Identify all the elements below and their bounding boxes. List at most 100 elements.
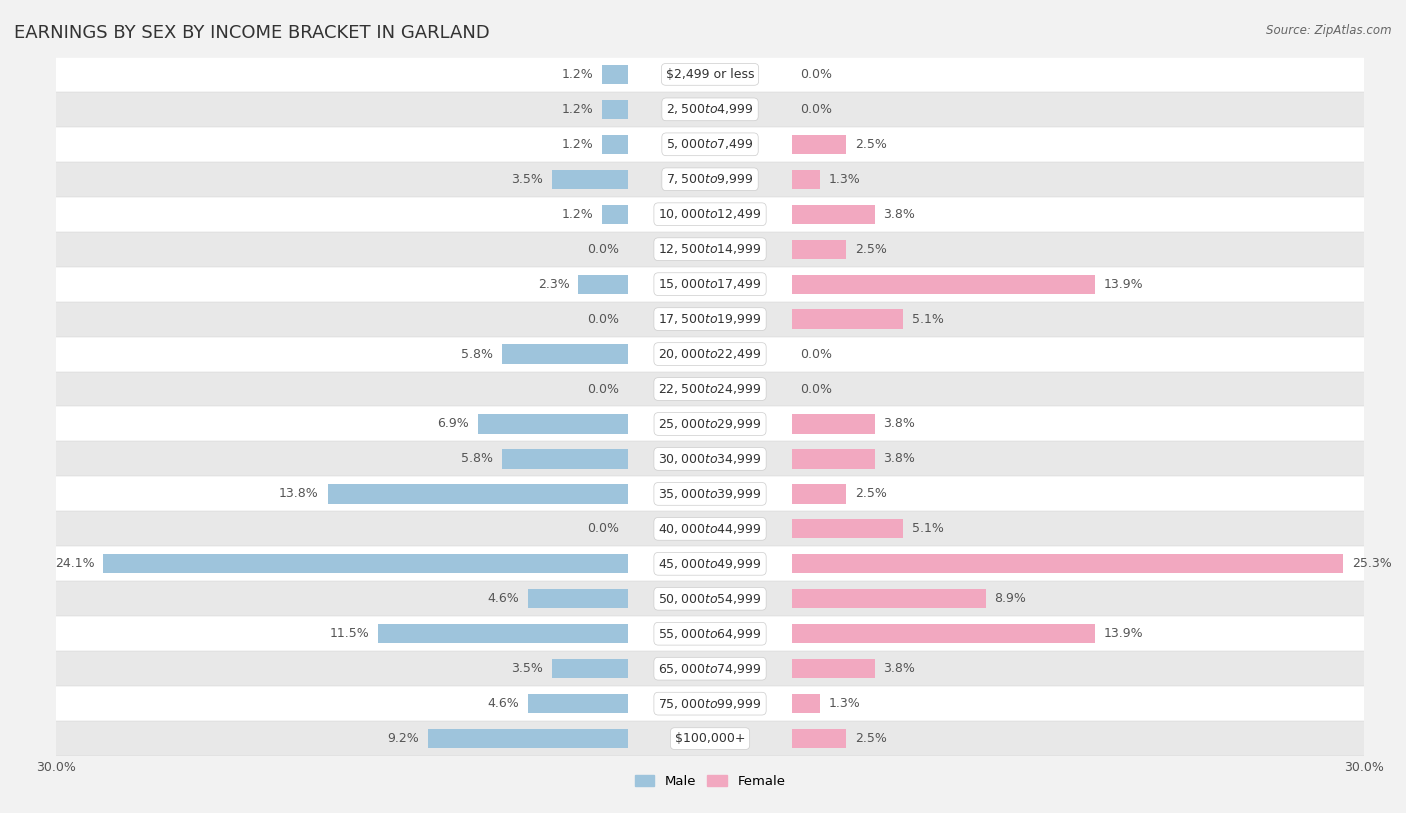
Text: $10,000 to $12,499: $10,000 to $12,499 xyxy=(658,207,762,221)
Text: 2.3%: 2.3% xyxy=(537,278,569,290)
Bar xyxy=(56,232,1364,267)
Bar xyxy=(56,721,1364,756)
Text: 0.0%: 0.0% xyxy=(800,348,832,360)
Bar xyxy=(792,624,1095,643)
Bar xyxy=(56,267,1364,302)
Bar xyxy=(792,694,820,713)
Text: $15,000 to $17,499: $15,000 to $17,499 xyxy=(658,277,762,291)
Text: $30,000 to $34,999: $30,000 to $34,999 xyxy=(658,452,762,466)
Bar xyxy=(56,581,1364,616)
Bar xyxy=(103,554,628,573)
Text: 9.2%: 9.2% xyxy=(387,733,419,745)
Text: 0.0%: 0.0% xyxy=(800,103,832,115)
Text: 4.6%: 4.6% xyxy=(488,593,519,605)
Bar xyxy=(602,100,628,119)
Bar xyxy=(56,372,1364,406)
Bar xyxy=(56,127,1364,162)
Text: $75,000 to $99,999: $75,000 to $99,999 xyxy=(658,697,762,711)
Text: 1.2%: 1.2% xyxy=(561,208,593,220)
Text: $20,000 to $22,499: $20,000 to $22,499 xyxy=(658,347,762,361)
Text: 5.1%: 5.1% xyxy=(911,523,943,535)
Text: 0.0%: 0.0% xyxy=(588,383,620,395)
Text: 0.0%: 0.0% xyxy=(588,313,620,325)
Bar xyxy=(529,589,628,608)
Bar xyxy=(792,485,846,503)
Bar xyxy=(792,520,903,538)
Bar xyxy=(328,485,628,503)
Text: 1.2%: 1.2% xyxy=(561,138,593,150)
Bar xyxy=(792,729,846,748)
Bar xyxy=(502,450,628,468)
Bar xyxy=(502,345,628,363)
Text: 5.8%: 5.8% xyxy=(461,453,494,465)
Text: $35,000 to $39,999: $35,000 to $39,999 xyxy=(658,487,762,501)
Text: 0.0%: 0.0% xyxy=(588,523,620,535)
Text: 0.0%: 0.0% xyxy=(800,68,832,80)
Text: $22,500 to $24,999: $22,500 to $24,999 xyxy=(658,382,762,396)
Bar xyxy=(56,197,1364,232)
Bar xyxy=(792,659,875,678)
Bar xyxy=(56,616,1364,651)
Bar xyxy=(792,554,1343,573)
Text: $65,000 to $74,999: $65,000 to $74,999 xyxy=(658,662,762,676)
Bar xyxy=(529,694,628,713)
Bar xyxy=(56,686,1364,721)
Text: $12,500 to $14,999: $12,500 to $14,999 xyxy=(658,242,762,256)
Text: 3.5%: 3.5% xyxy=(512,173,543,185)
Bar xyxy=(56,92,1364,127)
Text: $5,000 to $7,499: $5,000 to $7,499 xyxy=(666,137,754,151)
Text: $45,000 to $49,999: $45,000 to $49,999 xyxy=(658,557,762,571)
Text: 1.2%: 1.2% xyxy=(561,103,593,115)
Text: 8.9%: 8.9% xyxy=(994,593,1026,605)
Text: 2.5%: 2.5% xyxy=(855,488,887,500)
Bar xyxy=(792,170,820,189)
Text: 13.9%: 13.9% xyxy=(1104,628,1143,640)
Text: $25,000 to $29,999: $25,000 to $29,999 xyxy=(658,417,762,431)
Text: 2.5%: 2.5% xyxy=(855,138,887,150)
Text: Source: ZipAtlas.com: Source: ZipAtlas.com xyxy=(1267,24,1392,37)
Text: 1.3%: 1.3% xyxy=(828,698,860,710)
Bar xyxy=(56,162,1364,197)
Text: 13.9%: 13.9% xyxy=(1104,278,1143,290)
Text: $100,000+: $100,000+ xyxy=(675,733,745,745)
Bar xyxy=(56,651,1364,686)
Text: 0.0%: 0.0% xyxy=(588,243,620,255)
Bar xyxy=(792,240,846,259)
Text: 25.3%: 25.3% xyxy=(1351,558,1392,570)
Text: 2.5%: 2.5% xyxy=(855,243,887,255)
Text: 5.1%: 5.1% xyxy=(911,313,943,325)
Bar xyxy=(792,450,875,468)
Text: 3.8%: 3.8% xyxy=(883,208,915,220)
Bar xyxy=(56,337,1364,372)
Bar xyxy=(792,135,846,154)
Text: 3.8%: 3.8% xyxy=(883,418,915,430)
Legend: Male, Female: Male, Female xyxy=(634,775,786,788)
Text: $55,000 to $64,999: $55,000 to $64,999 xyxy=(658,627,762,641)
Text: 3.8%: 3.8% xyxy=(883,453,915,465)
Bar xyxy=(56,441,1364,476)
Bar xyxy=(602,65,628,84)
Bar xyxy=(56,302,1364,337)
Text: 3.8%: 3.8% xyxy=(883,663,915,675)
Bar xyxy=(792,589,986,608)
Bar xyxy=(56,511,1364,546)
Text: EARNINGS BY SEX BY INCOME BRACKET IN GARLAND: EARNINGS BY SEX BY INCOME BRACKET IN GAR… xyxy=(14,24,489,42)
Bar xyxy=(378,624,628,643)
Bar xyxy=(56,476,1364,511)
Bar xyxy=(602,135,628,154)
Bar xyxy=(56,57,1364,92)
Bar xyxy=(56,546,1364,581)
Text: 13.8%: 13.8% xyxy=(280,488,319,500)
Text: 6.9%: 6.9% xyxy=(437,418,470,430)
Text: $7,500 to $9,999: $7,500 to $9,999 xyxy=(666,172,754,186)
Bar xyxy=(427,729,628,748)
Text: 4.6%: 4.6% xyxy=(488,698,519,710)
Text: 2.5%: 2.5% xyxy=(855,733,887,745)
Bar xyxy=(792,415,875,433)
Text: 24.1%: 24.1% xyxy=(55,558,94,570)
Bar xyxy=(792,310,903,328)
Bar xyxy=(578,275,628,293)
Text: $17,500 to $19,999: $17,500 to $19,999 xyxy=(658,312,762,326)
Text: $2,499 or less: $2,499 or less xyxy=(666,68,754,80)
Text: 0.0%: 0.0% xyxy=(800,383,832,395)
